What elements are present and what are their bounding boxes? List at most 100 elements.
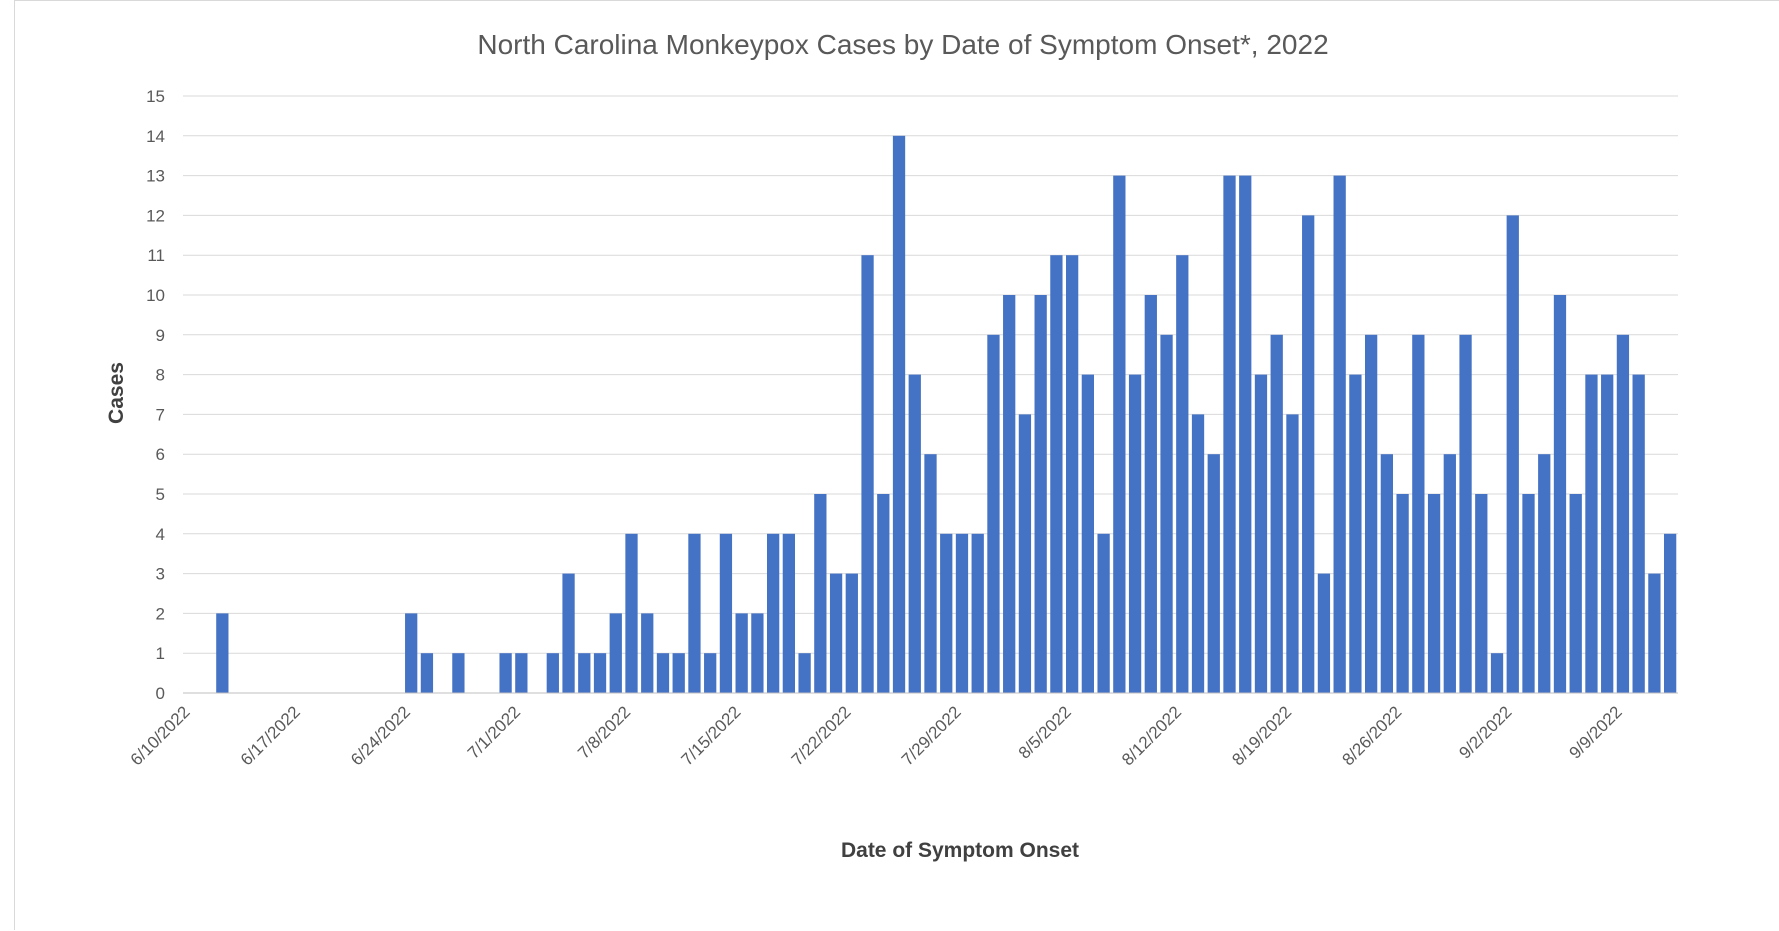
bar [1128, 374, 1142, 693]
x-tick-label: 7/22/2022 [788, 702, 855, 769]
bar [1427, 494, 1441, 693]
bar [1113, 175, 1126, 694]
bar [704, 653, 717, 693]
bar [892, 135, 906, 694]
bars [216, 135, 1677, 694]
y-tick-label: 10 [146, 286, 165, 305]
y-tick-label: 14 [146, 127, 165, 146]
y-axis-title: Cases [105, 362, 128, 424]
bar [1459, 334, 1472, 693]
bar [1506, 215, 1519, 693]
bar [1632, 374, 1645, 693]
bar [719, 533, 733, 693]
x-tick-label: 7/8/2022 [574, 702, 634, 762]
y-tick-label: 1 [156, 644, 165, 663]
bar [1412, 334, 1425, 693]
bar [845, 573, 858, 693]
y-tick-label: 9 [156, 326, 165, 345]
bar [1475, 494, 1488, 693]
bar [1034, 295, 1047, 693]
bar [1396, 494, 1409, 693]
bar [1538, 454, 1551, 693]
bar [688, 533, 701, 693]
bar [1254, 374, 1268, 693]
bar [987, 334, 1000, 693]
x-tick-labels: 6/10/2022 6/17/2022 6/24/2022 7/1/2022 7/8/2… [127, 702, 1626, 769]
x-tick-label: 8/19/2022 [1228, 702, 1295, 769]
y-tick-label: 7 [156, 405, 165, 424]
x-tick-label: 9/2/2022 [1455, 702, 1515, 762]
x-tick-label: 6/17/2022 [237, 702, 304, 769]
bar [420, 653, 434, 693]
bar [1097, 533, 1110, 693]
bar [735, 613, 748, 693]
bar [782, 533, 796, 693]
x-tick-label: 8/26/2022 [1339, 702, 1406, 769]
bar [877, 494, 890, 693]
bar [656, 653, 670, 693]
bar [829, 573, 843, 693]
bar [1585, 374, 1598, 693]
bar-chart: North Carolina Monkeypox Cases by Date o… [105, 29, 1678, 862]
y-tick-label: 8 [156, 366, 165, 385]
bar [1081, 374, 1095, 693]
bar [1317, 573, 1331, 693]
bar [955, 533, 969, 693]
bar [1191, 414, 1205, 693]
chart-title: North Carolina Monkeypox Cases by Date o… [477, 29, 1328, 60]
bar [1302, 215, 1315, 693]
y-tick-label: 11 [147, 246, 165, 265]
bar [1569, 494, 1582, 693]
bar [216, 613, 229, 693]
y-tick-label: 6 [156, 445, 165, 464]
bar [1223, 175, 1236, 694]
x-tick-label: 9/9/2022 [1566, 702, 1626, 762]
bar [641, 613, 654, 693]
x-tick-label: 7/29/2022 [898, 702, 965, 769]
bar [1207, 454, 1220, 693]
bar [1160, 334, 1173, 693]
bar [452, 653, 465, 693]
bar [1490, 653, 1504, 693]
bar [1176, 255, 1189, 693]
bar [1144, 295, 1157, 693]
y-tick-label: 4 [156, 525, 165, 544]
y-tick-label: 0 [156, 684, 165, 703]
bar [814, 494, 827, 693]
bar [1522, 494, 1535, 693]
bar [1333, 175, 1346, 694]
bar [1050, 255, 1063, 693]
y-tick-label: 12 [146, 206, 165, 225]
bar [751, 613, 764, 693]
x-tick-label: 7/15/2022 [678, 702, 745, 769]
x-tick-label: 6/24/2022 [347, 702, 414, 769]
bar [908, 374, 921, 693]
bar [593, 653, 607, 693]
bar [1270, 334, 1283, 693]
bar [1364, 334, 1378, 693]
y-tick-label: 2 [156, 604, 165, 623]
y-tick-label: 3 [156, 565, 165, 584]
x-tick-label: 7/1/2022 [464, 702, 524, 762]
bar [1616, 334, 1630, 693]
bar [609, 613, 622, 693]
bar [1003, 295, 1016, 693]
bar [798, 653, 811, 693]
y-tick-label: 15 [146, 87, 165, 106]
bar [861, 255, 874, 693]
bar [562, 573, 575, 693]
bar [1065, 255, 1079, 693]
bar [1663, 533, 1677, 693]
bar [971, 533, 984, 693]
bar [672, 653, 685, 693]
bar [546, 653, 559, 693]
bar [578, 653, 591, 693]
bar [1239, 175, 1252, 694]
bar [1553, 295, 1567, 693]
bar [1601, 374, 1614, 693]
bar [1018, 414, 1032, 693]
bar [625, 533, 638, 693]
bar [1380, 454, 1394, 693]
x-tick-label: 6/10/2022 [127, 702, 194, 769]
